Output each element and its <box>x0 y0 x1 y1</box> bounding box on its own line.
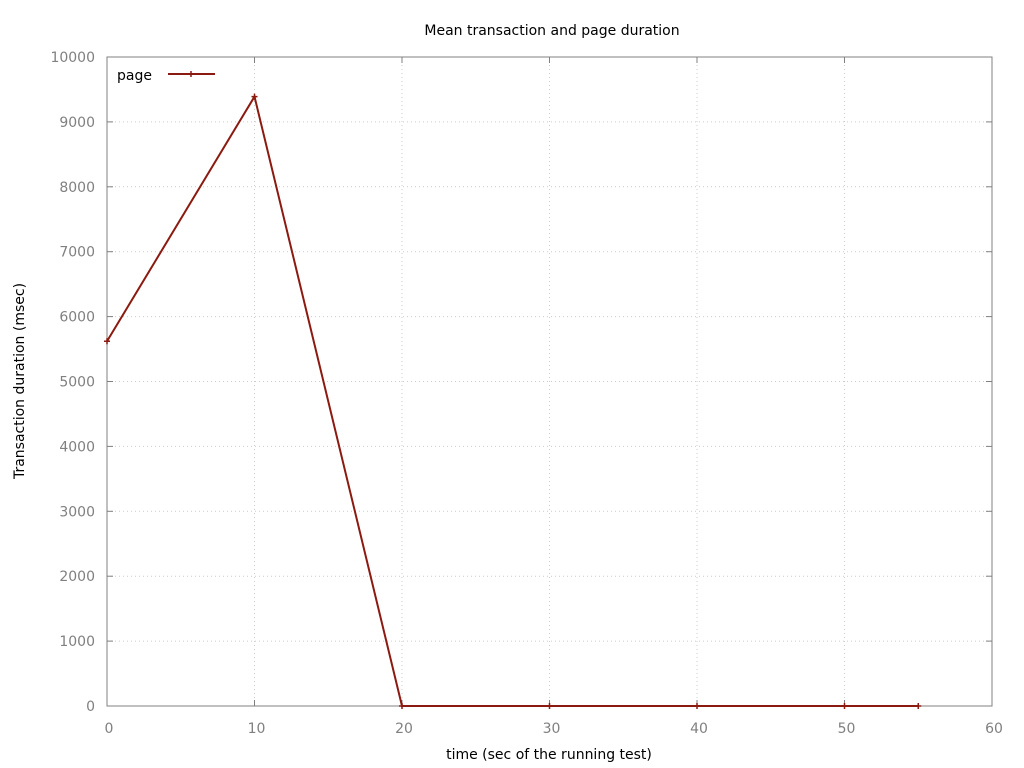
x-tick-label: 60 <box>985 721 1003 737</box>
data-point <box>104 338 110 345</box>
data-point <box>915 703 922 709</box>
series-layer <box>104 93 922 709</box>
legend-label-page: page <box>117 68 152 84</box>
x-tick-label: 50 <box>838 721 856 737</box>
y-tick-label: 1000 <box>59 634 95 650</box>
y-axis: 0 1000 2000 3000 4000 5000 6000 7000 8000 9000 100… <box>50 50 992 715</box>
y-tick-label: 2000 <box>59 569 95 585</box>
y-tick-label: 9000 <box>59 115 95 131</box>
x-axis: 0 10 20 30 40 50 60 <box>105 57 1003 737</box>
series-line-page <box>106 93 919 707</box>
chart-title: Mean transaction and page duration <box>424 23 679 39</box>
y-tick-label: 3000 <box>59 504 95 520</box>
y-axis-label: Transaction duration (msec) <box>12 283 28 480</box>
legend-marker-page <box>188 71 194 77</box>
y-tick-label: 5000 <box>59 375 95 391</box>
x-tick-label: 20 <box>395 721 413 737</box>
y-tick-label: 8000 <box>59 180 95 196</box>
y-tick-label: 6000 <box>59 310 95 326</box>
x-axis-label: time (sec of the running test) <box>446 747 652 763</box>
grid-lines <box>107 57 992 706</box>
data-point <box>841 703 848 709</box>
y-tick-label: 10000 <box>50 50 95 66</box>
x-tick-label: 30 <box>543 721 561 737</box>
data-point <box>694 703 700 709</box>
x-tick-label: 10 <box>248 721 266 737</box>
x-tick-label: 0 <box>105 721 114 737</box>
y-tick-label: 0 <box>86 699 95 715</box>
data-point <box>546 703 553 709</box>
x-tick-label: 40 <box>690 721 708 737</box>
y-tick-label: 4000 <box>59 439 95 455</box>
y-tick-label: 7000 <box>59 245 95 261</box>
legend: page <box>117 68 215 84</box>
data-point <box>399 703 405 709</box>
data-point <box>251 93 258 100</box>
